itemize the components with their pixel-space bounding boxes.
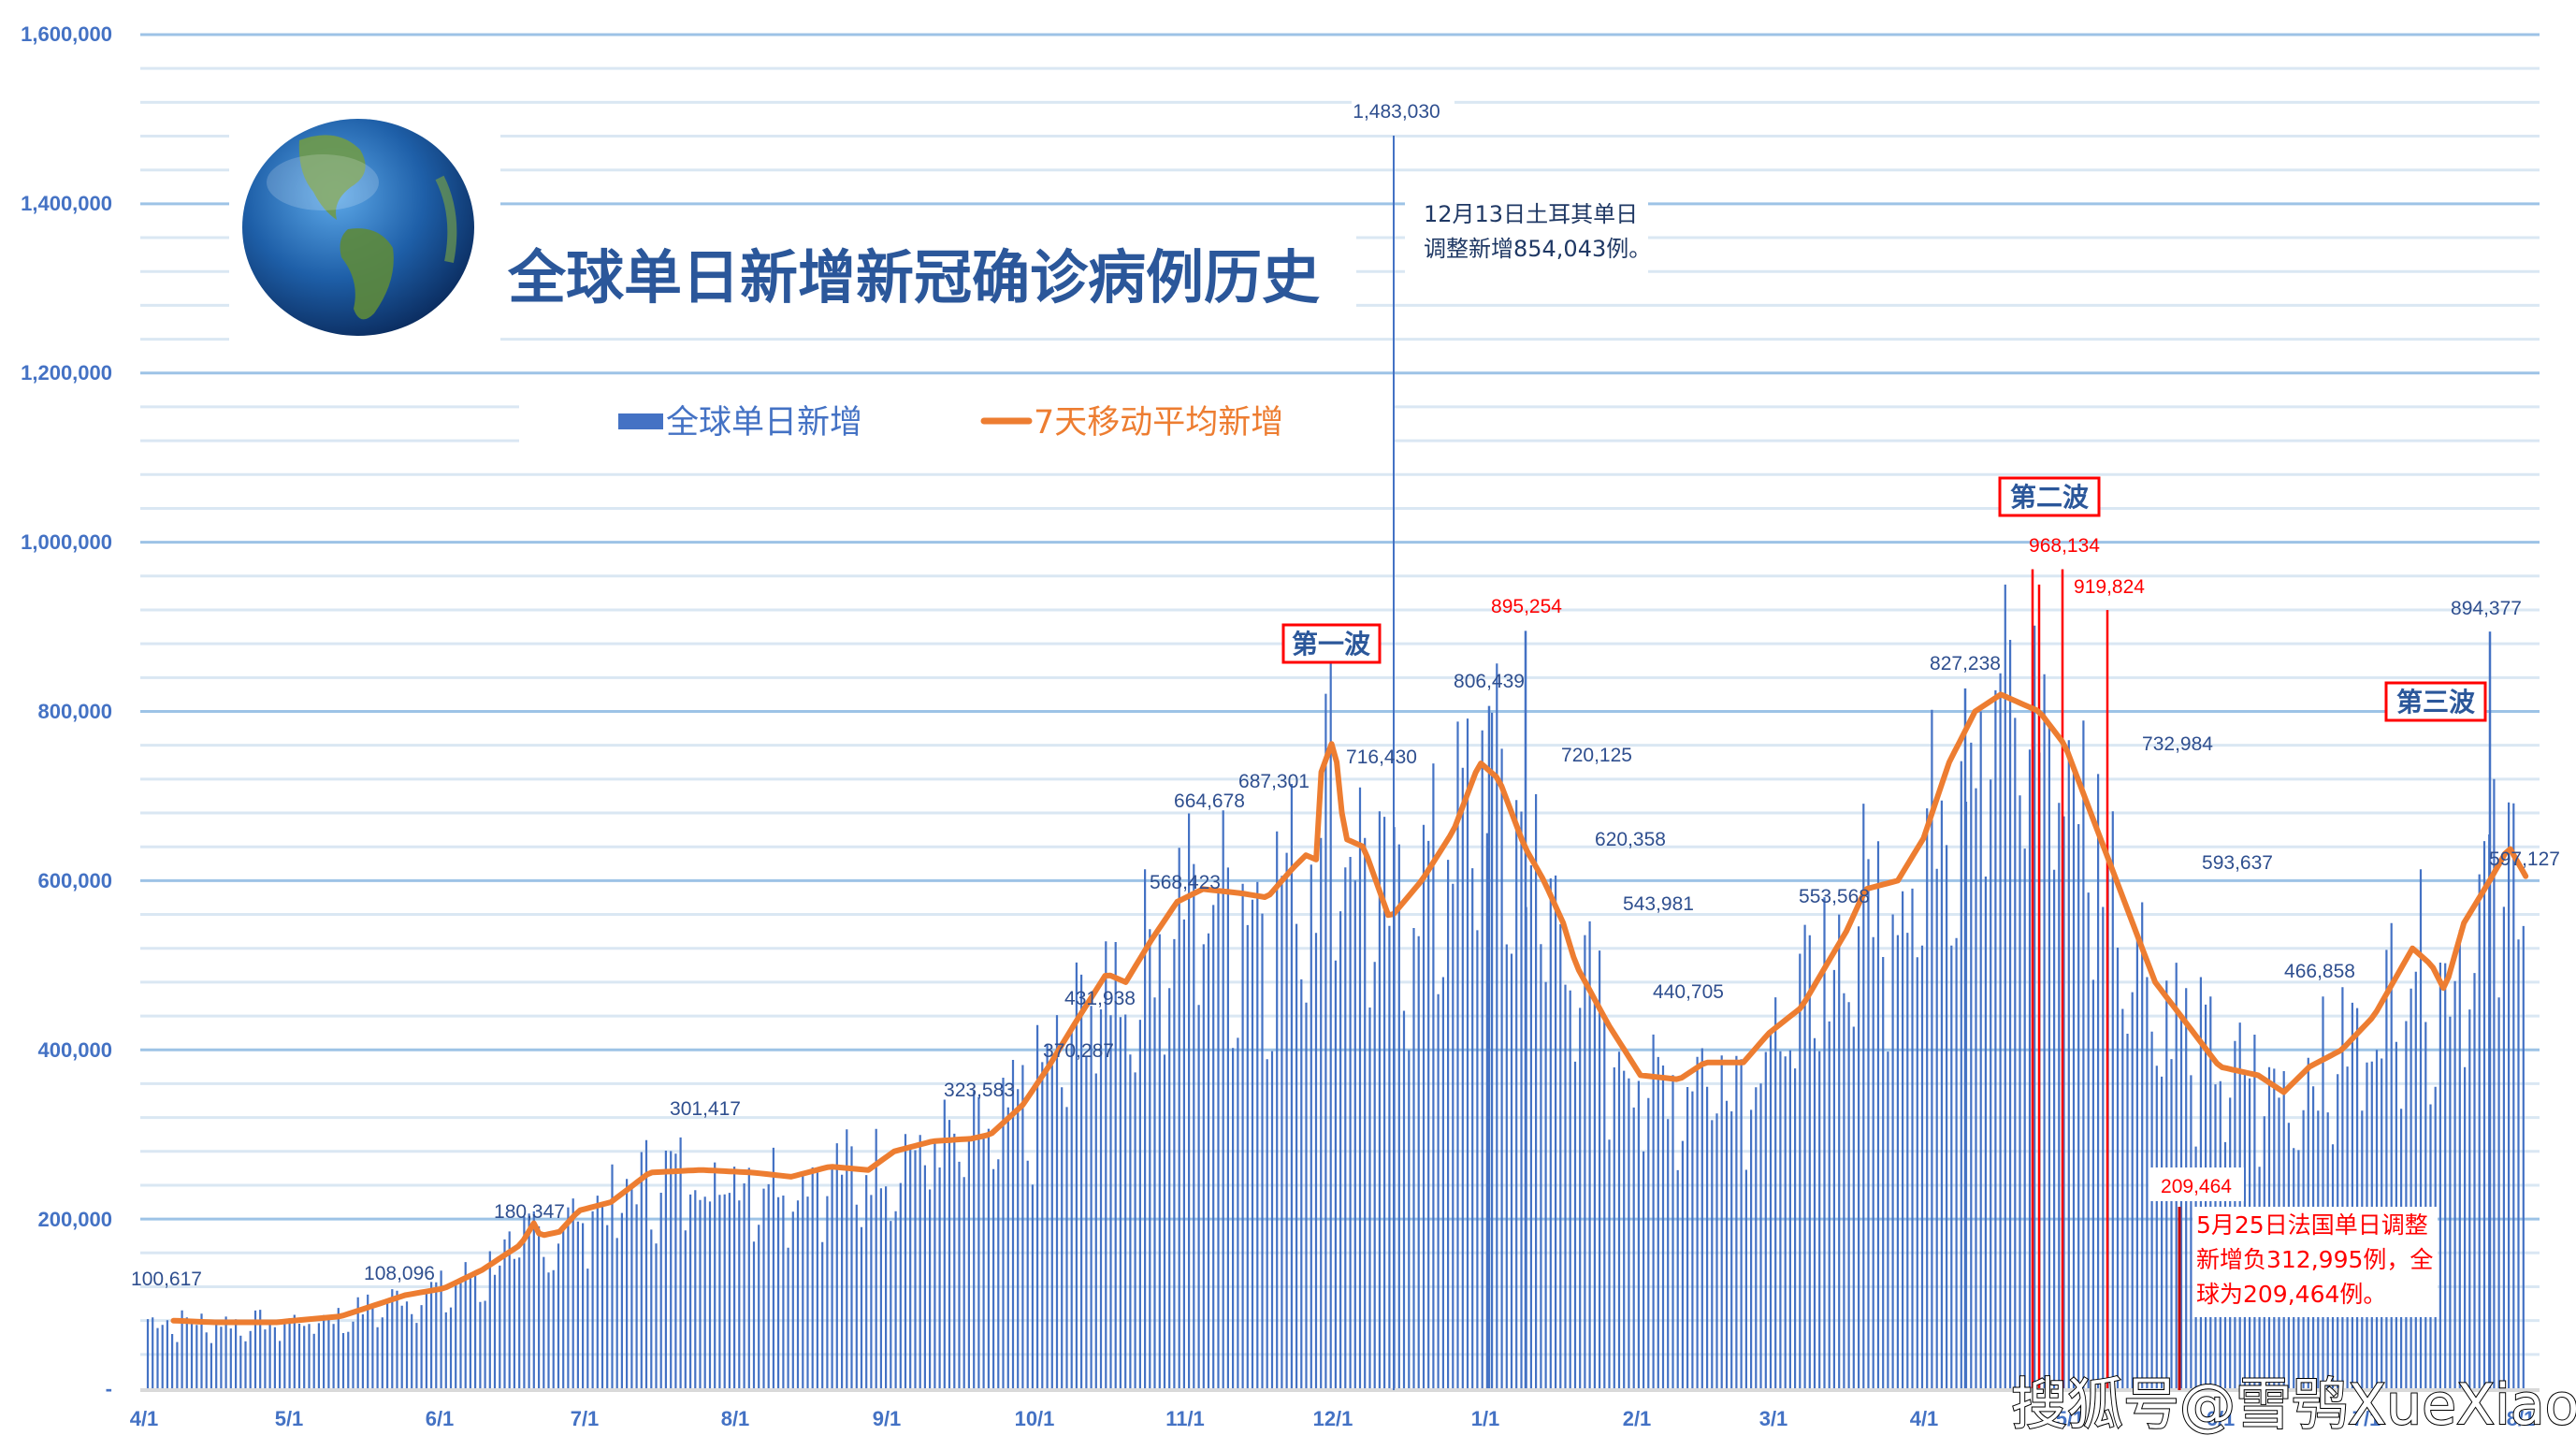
x-tick: 4/1 (130, 1407, 159, 1430)
data-label: 620,358 (1595, 829, 1666, 850)
watermark: 搜狐号@雪鸮XueXiao (2011, 1372, 2576, 1438)
y-tick: 1,200,000 (21, 361, 112, 384)
x-tick: 5/1 (2056, 1407, 2085, 1430)
x-tick: 7/1 (2352, 1407, 2381, 1430)
x-tick: 7/1 (571, 1407, 600, 1430)
data-label: 593,637 (2202, 852, 2273, 874)
france-note: 209,464 5月25日法国单日调整 新增负312,995例，全 球为209,… (2149, 1167, 2438, 1390)
daily-cases-bars (146, 569, 2525, 1388)
title-background (496, 234, 1356, 337)
turkey-note-line1: 12月13日土耳其单日 (1424, 201, 1638, 227)
y-tick: 200,000 (37, 1208, 112, 1231)
data-label: 720,125 (1561, 745, 1632, 766)
data-label: 1,483,030 (1353, 101, 1440, 123)
data-label: 895,254 (1491, 596, 1562, 617)
data-label: 597,127 (2489, 848, 2560, 870)
data-label: 301,417 (670, 1098, 741, 1120)
data-label: 553,568 (1799, 886, 1870, 907)
moving-average-line (170, 691, 2529, 1326)
y-tick: 800,000 (37, 700, 112, 723)
x-tick: 9/1 (873, 1407, 902, 1430)
data-label: 568,423 (1150, 872, 1221, 893)
data-label: 323,583 (944, 1080, 1015, 1101)
svg-text:新增负312,995例，全: 新增负312,995例，全 (2196, 1246, 2433, 1273)
data-label: 370,287 (1043, 1040, 1114, 1062)
data-label: 732,984 (2142, 733, 2213, 755)
y-axis: - 200,000 400,000 600,000 800,000 1,000,… (21, 22, 112, 1400)
x-tick: 8/1 (2507, 1407, 2536, 1430)
y-tick: 400,000 (37, 1038, 112, 1062)
data-label: 806,439 (1454, 671, 1525, 692)
y-tick: 1,000,000 (21, 530, 112, 554)
x-tick: 6/1 (426, 1407, 455, 1430)
data-label: 687,301 (1238, 771, 1310, 792)
data-label: 108,096 (364, 1263, 435, 1284)
legend: 全球单日新增 7天移动平均新增 (519, 388, 1394, 454)
data-label: 466,858 (2284, 961, 2355, 982)
x-tick: 8/1 (721, 1407, 750, 1430)
x-tick: 2/1 (1623, 1407, 1652, 1430)
y-tick: 600,000 (37, 869, 112, 892)
data-label: 431,938 (1064, 988, 1136, 1009)
x-tick: 4/1 (1910, 1407, 1939, 1430)
legend-bar-label: 全球单日新增 (666, 404, 862, 442)
data-label: 894,377 (2451, 598, 2522, 619)
data-label: 919,824 (2074, 576, 2145, 598)
svg-text:第三波: 第三波 (2396, 687, 2476, 718)
y-tick: - (106, 1377, 112, 1400)
y-tick: 1,400,000 (21, 192, 112, 215)
svg-text:5月25日法国单日调整: 5月25日法国单日调整 (2196, 1211, 2428, 1239)
svg-text:第一波: 第一波 (1292, 629, 1371, 660)
data-label: 543,981 (1623, 893, 1694, 915)
data-label: 716,430 (1346, 747, 1417, 768)
data-label: 968,134 (2029, 535, 2100, 557)
x-axis: 4/1 5/1 6/1 7/1 8/1 9/1 10/1 11/1 12/1 1… (130, 1407, 2536, 1430)
wave-2-box: 第二波 (1998, 476, 2101, 517)
wave-3-box: 第三波 (2384, 681, 2487, 722)
data-labels: 100,617 108,096 180,347 301,417 323,583 … (131, 535, 2560, 1290)
x-tick: 1/1 (1471, 1407, 1500, 1430)
data-label: 440,705 (1653, 981, 1724, 1003)
legend-line-label: 7天移动平均新增 (1034, 404, 1283, 442)
svg-text:第二波: 第二波 (2010, 482, 2090, 513)
legend-bar-swatch (618, 413, 663, 429)
svg-text:球为209,464例。: 球为209,464例。 (2196, 1281, 2386, 1308)
data-label: 664,678 (1174, 790, 1245, 812)
turkey-note-line2: 调整新增854,043例。 (1424, 236, 1651, 262)
x-tick: 11/1 (1165, 1407, 1205, 1430)
x-tick: 10/1 (1015, 1407, 1055, 1430)
x-tick: 6/1 (2207, 1407, 2236, 1430)
data-label: 100,617 (131, 1269, 202, 1290)
x-tick: 5/1 (275, 1407, 304, 1430)
wave-1-box: 第一波 (1281, 623, 1382, 664)
y-tick: 1,600,000 (21, 22, 112, 46)
data-label: 827,238 (1930, 653, 2001, 674)
data-label: 209,464 (2161, 1176, 2232, 1197)
x-tick: 12/1 (1313, 1407, 1353, 1430)
chart-title: 全球单日新增新冠确诊病例历史 (507, 243, 1320, 312)
x-tick: 3/1 (1759, 1407, 1788, 1430)
data-label: 180,347 (494, 1201, 565, 1223)
globe-icon (229, 112, 500, 355)
